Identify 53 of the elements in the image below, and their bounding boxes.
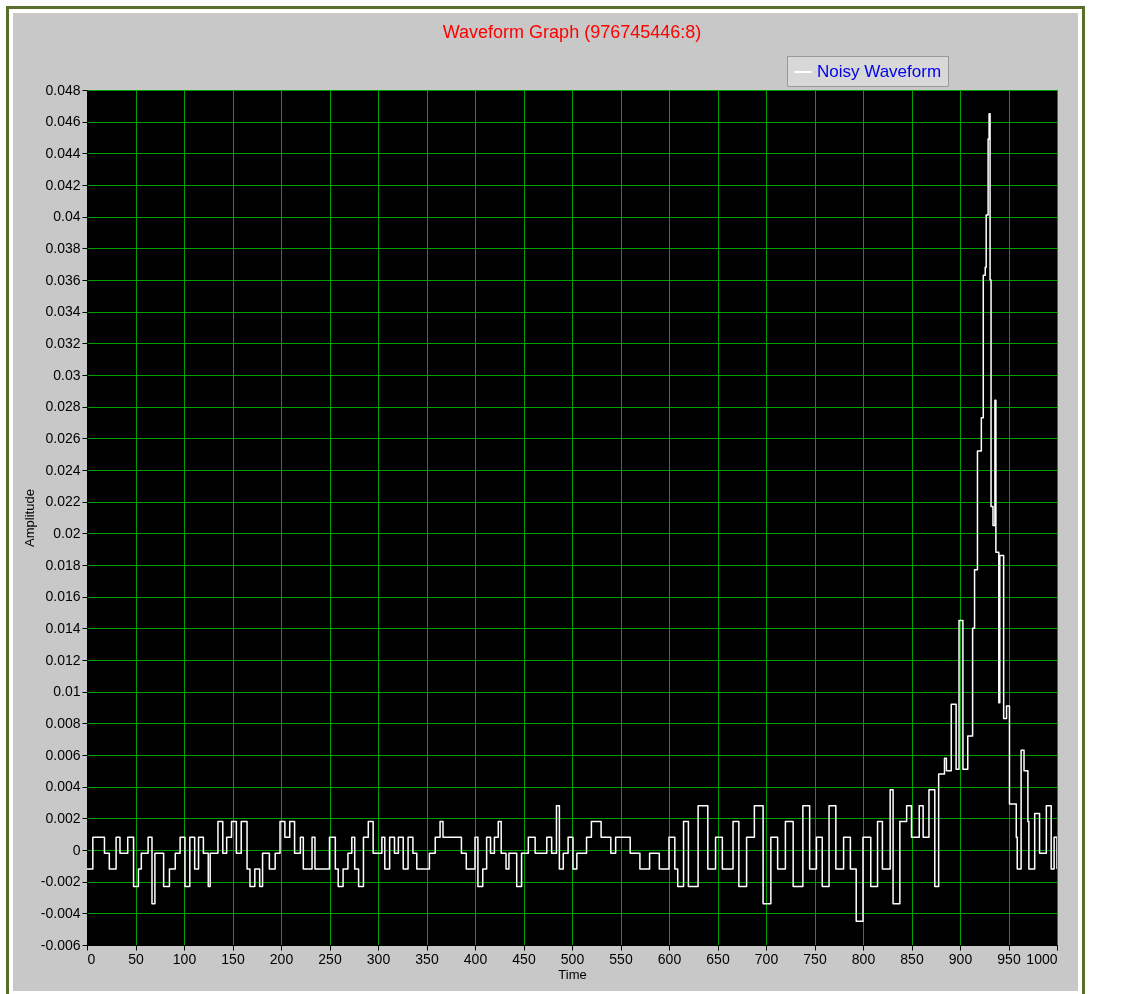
x-tick-label: 400 <box>463 950 488 967</box>
y-tick-label: 0.046 <box>45 113 81 130</box>
y-tick-label: 0.006 <box>45 746 81 763</box>
y-tick-label: -0.002 <box>40 873 81 890</box>
x-tick-label: 250 <box>318 950 342 967</box>
y-tick-label: 0.01 <box>53 683 81 700</box>
y-tick-label: 0.042 <box>45 176 81 193</box>
legend-label: Noisy Waveform <box>817 62 942 81</box>
x-tick-label: 600 <box>657 950 682 967</box>
y-tick-label: 0.002 <box>45 809 81 826</box>
x-tick-label: 100 <box>172 950 197 967</box>
y-tick-label: -0.006 <box>40 936 81 953</box>
y-tick-label: 0.034 <box>45 303 81 320</box>
x-tick-label: 150 <box>221 950 245 967</box>
y-tick-label: 0.014 <box>45 619 81 636</box>
y-tick-label: 0.024 <box>45 461 81 478</box>
y-tick-label: 0.004 <box>45 778 81 795</box>
x-tick-label: 350 <box>415 950 439 967</box>
y-tick-label: -0.004 <box>40 904 81 921</box>
y-tick-label: 0.038 <box>45 239 81 256</box>
y-tick-label: 0.028 <box>45 398 81 415</box>
y-tick-label: 0.032 <box>45 334 81 351</box>
y-tick-label: 0.04 <box>53 208 81 225</box>
y-tick-label: 0 <box>72 841 81 858</box>
x-tick-label: 850 <box>900 950 924 967</box>
y-tick-label: 0.036 <box>45 271 81 288</box>
x-tick-label: 900 <box>948 950 973 967</box>
x-tick-label: 1000 <box>1026 950 1058 967</box>
x-tick-label: 950 <box>997 950 1021 967</box>
y-tick-label: 0.012 <box>45 651 81 668</box>
x-tick-label: 750 <box>803 950 827 967</box>
y-tick-label: 0.044 <box>45 144 81 161</box>
y-tick-label: 0.03 <box>53 366 81 383</box>
x-tick-label: 200 <box>269 950 294 967</box>
x-axis-title: Time <box>558 966 587 982</box>
y-tick-label: 0.022 <box>45 493 81 510</box>
x-tick-label: 700 <box>754 950 779 967</box>
y-tick-label: 0.048 <box>45 81 81 98</box>
x-tick-label: 550 <box>609 950 633 967</box>
x-tick-label: 500 <box>560 950 585 967</box>
y-tick-label: 0.018 <box>45 556 81 573</box>
y-tick-label: 0.02 <box>53 524 81 541</box>
y-tick-label: 0.026 <box>45 429 81 446</box>
y-tick-label: 0.016 <box>45 588 81 605</box>
x-tick-label: 50 <box>128 950 144 967</box>
y-tick-label: 0.008 <box>45 714 81 731</box>
x-tick-label: 300 <box>366 950 391 967</box>
x-tick-label: 800 <box>851 950 876 967</box>
x-tick-label: 650 <box>706 950 730 967</box>
x-tick-label: 0 <box>87 950 96 967</box>
x-tick-label: 450 <box>512 950 536 967</box>
chart-title: Waveform Graph (976745446:8) <box>442 21 702 42</box>
y-axis-title: Amplitude <box>21 489 37 547</box>
